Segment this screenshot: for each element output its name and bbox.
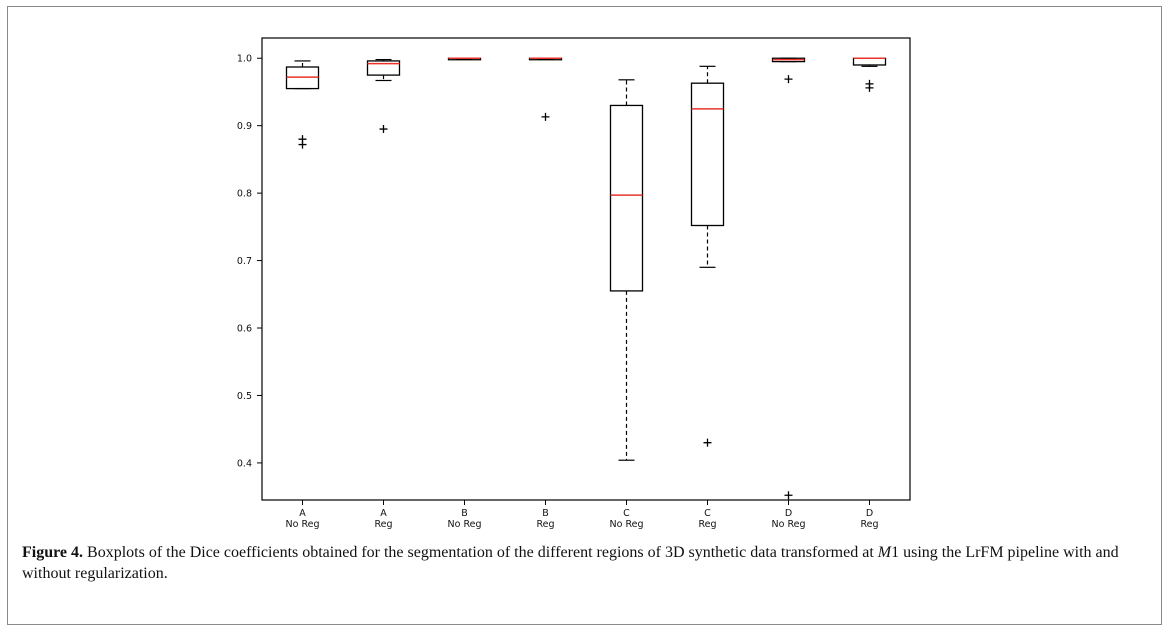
x-tick-label-mode-6: No Reg: [772, 519, 806, 530]
x-tick-label-group-3: B: [542, 508, 549, 519]
outlier-0-1: [298, 135, 307, 144]
y-tick-label-4: 0.8: [237, 189, 252, 200]
x-tick-label-group-0: A: [299, 508, 306, 519]
y-tick-label-6: 1.0: [237, 54, 252, 65]
x-tick-label-group-2: B: [461, 508, 468, 519]
x-tick-label-group-5: C: [704, 508, 711, 519]
figure-frame: [7, 6, 1162, 625]
figure-label: Figure 4.: [22, 544, 84, 561]
caption-math-symbol: M: [877, 544, 892, 561]
x-tick-label-mode-0: No Reg: [286, 519, 320, 530]
x-tick-label-group-6: D: [785, 508, 792, 519]
y-tick-label-5: 0.9: [237, 121, 252, 132]
box-1: [366, 60, 401, 76]
figure-caption: Figure 4. Boxplots of the Dice coefficie…: [22, 542, 1142, 584]
y-tick-label-1: 0.5: [237, 391, 252, 402]
x-tick-label-mode-3: Reg: [536, 519, 554, 530]
x-tick-label-group-4: C: [623, 508, 630, 519]
caption-text: Boxplots of the Dice coefficients obtain…: [83, 544, 878, 561]
x-tick-label-mode-5: Reg: [698, 519, 716, 530]
x-tick-label-group-1: A: [380, 508, 387, 519]
outlier-6-1: [784, 491, 793, 500]
x-tick-label-mode-7: Reg: [860, 519, 878, 530]
box-7: [852, 57, 887, 66]
x-tick-label-mode-4: No Reg: [610, 519, 644, 530]
outlier-6-0: [784, 75, 793, 84]
box-4: [609, 104, 644, 292]
outlier-3-0: [541, 112, 550, 121]
outlier-1-0: [379, 125, 388, 134]
outlier-5-0: [703, 438, 712, 447]
plot-area-border: [261, 37, 911, 501]
x-tick-label-group-7: D: [866, 508, 873, 519]
y-tick-label-3: 0.7: [237, 256, 252, 267]
y-tick-label-2: 0.6: [237, 324, 252, 335]
y-tick-label-0: 0.4: [237, 458, 252, 469]
outlier-7-1: [865, 83, 874, 92]
x-tick-label-mode-1: Reg: [374, 519, 392, 530]
x-tick-label-mode-2: No Reg: [448, 519, 482, 530]
caption-text-end: 1 using the LrFM pipeline with and witho…: [22, 544, 1119, 582]
box-5: [690, 82, 725, 227]
